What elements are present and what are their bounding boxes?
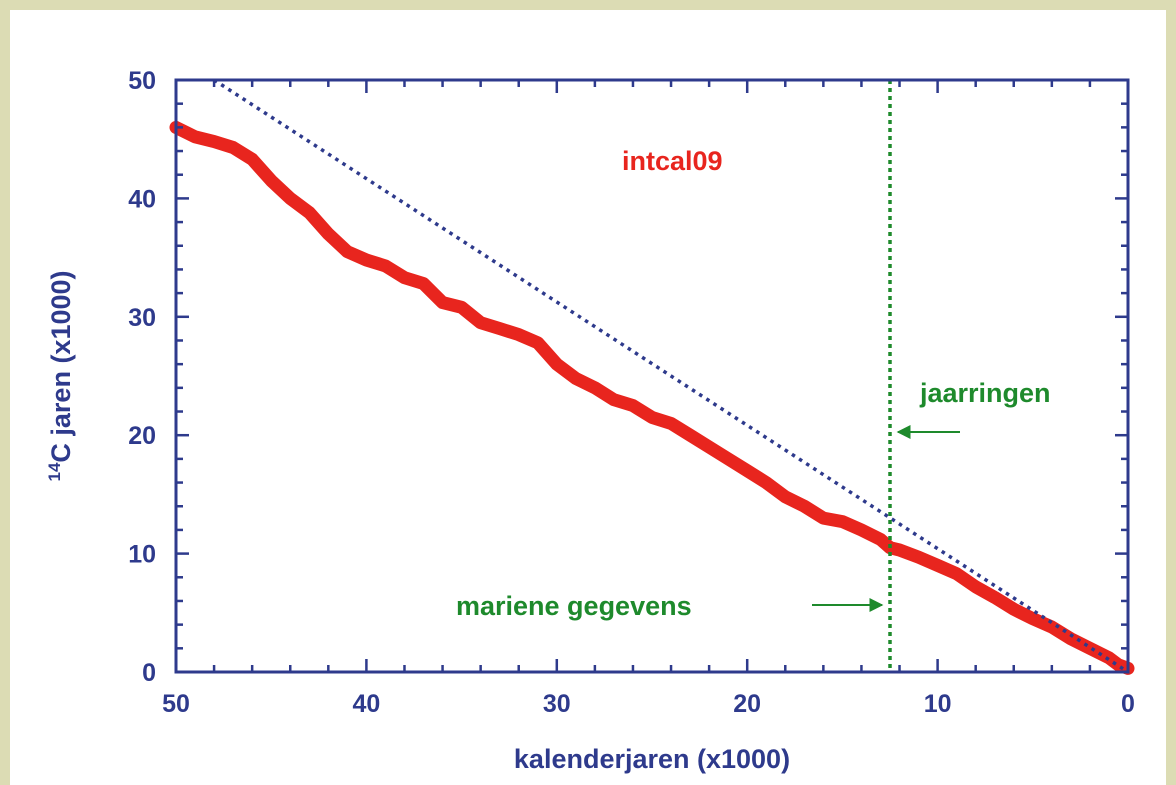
x-axis-title: kalenderjaren (x1000) xyxy=(514,744,790,774)
intcal09-point xyxy=(800,502,808,510)
annotation-mariene-gegevens: mariene gegevens xyxy=(456,591,692,621)
intcal09-point xyxy=(553,360,561,368)
intcal09-point xyxy=(991,593,999,601)
intcal09-point xyxy=(324,230,332,238)
intcal09-point xyxy=(496,325,504,333)
chart-frame: 50 40 30 20 10 0 0 10 20 30 40 50 kalenderjaren (x1… xyxy=(10,10,1166,785)
intcal09-point xyxy=(629,402,637,410)
intcal09-point xyxy=(648,413,656,421)
intcal09-point xyxy=(381,262,389,270)
intcal09-point xyxy=(838,518,846,526)
x-tick-label: 10 xyxy=(924,690,952,718)
intcal09-point xyxy=(1010,605,1018,613)
intcal09-point xyxy=(972,583,980,591)
intcal09-point xyxy=(667,419,675,427)
intcal09-point xyxy=(343,248,351,256)
axes: 50 40 30 20 10 0 0 10 20 30 40 50 xyxy=(128,67,1135,718)
intcal09-point xyxy=(953,570,961,578)
intcal09-point xyxy=(819,514,827,522)
radiocarbon-calibration-chart: 50 40 30 20 10 0 0 10 20 30 40 50 kalenderjaren (x1… xyxy=(45,67,1135,774)
intcal09-point xyxy=(896,546,903,554)
intcal09-point xyxy=(515,331,523,339)
x-tick-label: 50 xyxy=(162,690,190,718)
intcal09-point xyxy=(458,303,466,311)
intcal09-point xyxy=(934,561,942,569)
annotation-jaarringen: jaarringen xyxy=(919,378,1051,408)
x-tick-label: 40 xyxy=(352,690,380,718)
intcal09-point xyxy=(781,493,789,501)
intcal09-point xyxy=(743,467,751,475)
intcal09-point xyxy=(286,194,294,202)
y-tick-label: 10 xyxy=(128,541,156,569)
intcal09-point xyxy=(229,144,237,151)
intcal09-point xyxy=(362,256,370,264)
intcal09-point xyxy=(877,535,884,543)
y-tick-label: 50 xyxy=(128,67,156,95)
plot-area xyxy=(169,78,1135,675)
intcal09-point xyxy=(305,209,313,217)
intcal09-point xyxy=(591,384,599,392)
intcal09-point xyxy=(477,319,485,327)
y-tick-label: 30 xyxy=(128,304,156,332)
intcal09-point xyxy=(439,299,447,307)
y-tick-label: 20 xyxy=(128,422,156,450)
x-tick-label: 20 xyxy=(733,690,761,718)
x-tick-label: 0 xyxy=(1121,690,1135,718)
plot-frame xyxy=(174,78,1130,674)
intcal09-point xyxy=(857,526,865,534)
intcal09-point xyxy=(610,396,618,404)
reference-diagonal-line xyxy=(213,78,1129,674)
y-axis-title-main: C jaren (x1000) xyxy=(46,270,76,462)
intcal09-point xyxy=(248,155,256,163)
intcal09-point xyxy=(915,553,923,561)
intcal09-point xyxy=(401,274,408,282)
y-tick-label: 0 xyxy=(142,659,156,687)
y-axis-title: 14C jaren (x1000) xyxy=(45,270,76,481)
intcal09-point xyxy=(1029,615,1037,623)
y-axis-title-superscript: 14 xyxy=(45,462,64,481)
intcal09-point xyxy=(420,280,427,288)
intcal09-point xyxy=(1115,661,1122,669)
annotation-intcal09: intcal09 xyxy=(622,146,723,176)
intcal09-point xyxy=(267,177,275,185)
intcal09-point xyxy=(724,455,732,463)
y-tick-label: 40 xyxy=(128,185,156,213)
intcal09-point xyxy=(686,431,694,439)
intcal09-point xyxy=(210,138,218,146)
intcal09-point xyxy=(762,479,770,487)
x-tick-label: 30 xyxy=(543,690,571,718)
intcal09-point xyxy=(534,339,542,347)
intcal09-point xyxy=(572,374,580,382)
intcal09-point xyxy=(1048,623,1056,631)
intcal09-point xyxy=(705,443,713,451)
intcal09-point xyxy=(191,133,199,141)
annotations: intcal09 jaarringen mariene gegevens xyxy=(456,146,1051,621)
